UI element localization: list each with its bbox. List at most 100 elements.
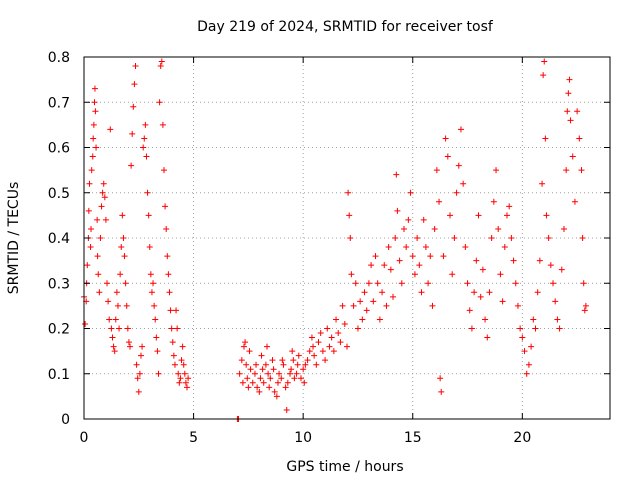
data-point (528, 343, 535, 350)
data-point (130, 103, 137, 110)
data-point (486, 289, 493, 296)
data-point (144, 189, 151, 196)
data-point (105, 298, 112, 305)
data-point (322, 357, 329, 364)
data-point (91, 99, 98, 106)
data-point (563, 167, 570, 174)
data-point (508, 235, 515, 241)
data-point (154, 348, 161, 355)
data-point (455, 162, 462, 169)
data-point (156, 99, 163, 106)
data-point (390, 293, 397, 300)
data-point (104, 280, 111, 287)
data-point (414, 235, 421, 241)
data-point (525, 361, 532, 368)
x-axis-label: GPS time / hours (286, 459, 403, 475)
y-tick-label: 0.3 (48, 276, 70, 292)
data-point (94, 216, 101, 223)
data-point (245, 384, 252, 391)
data-point (257, 375, 264, 382)
x-tick-label: 15 (404, 430, 422, 446)
y-tick-label: 0.6 (48, 141, 70, 157)
data-point (578, 167, 585, 174)
data-point (99, 189, 106, 196)
data-point (150, 280, 157, 287)
data-point (447, 212, 454, 219)
x-tick-label: 0 (80, 430, 89, 446)
data-point (462, 244, 469, 251)
data-point (139, 343, 146, 350)
data-point (302, 361, 309, 368)
data-point (171, 361, 178, 368)
data-point (242, 339, 249, 346)
data-point (488, 235, 495, 241)
data-point (471, 289, 478, 296)
data-point (89, 153, 96, 160)
data-point (132, 63, 139, 70)
data-point (574, 108, 581, 115)
data-point (387, 266, 394, 273)
data-point (545, 235, 552, 241)
data-point (111, 348, 118, 355)
data-point (113, 289, 120, 296)
data-point (301, 379, 308, 386)
data-point (501, 244, 508, 251)
data-point (112, 316, 119, 323)
data-point (122, 280, 129, 287)
y-tick-label: 0.1 (48, 367, 70, 383)
tick-labels: 0 5 10 15 20 0 0.1 0.2 0.3 0.4 0.5 0.6 0.7 0.8 (48, 50, 532, 446)
y-tick-label: 0.8 (48, 50, 70, 66)
data-point (345, 189, 352, 196)
data-point (416, 262, 423, 269)
data-point (514, 302, 521, 309)
data-point (354, 325, 361, 332)
data-point (539, 180, 546, 187)
data-point (558, 266, 565, 273)
data-point (479, 266, 486, 273)
chart-title: Day 219 of 2024, SRMTID for receiver tos… (197, 19, 494, 35)
data-point (407, 189, 414, 196)
data-point (177, 375, 184, 382)
data-point (566, 76, 573, 83)
data-point (372, 253, 379, 260)
data-point (100, 180, 107, 187)
data-point (108, 325, 115, 332)
data-point (284, 379, 291, 386)
data-point (106, 316, 113, 323)
data-point (169, 339, 176, 346)
data-point (339, 302, 346, 309)
data-point (260, 379, 267, 386)
data-point (238, 357, 245, 364)
data-point (88, 225, 95, 232)
data-point (124, 325, 131, 332)
data-point (344, 343, 350, 350)
data-point (107, 126, 114, 133)
data-point (418, 289, 425, 296)
data-point (385, 244, 392, 251)
data-point (564, 108, 571, 115)
data-point (482, 316, 489, 323)
data-point (394, 207, 401, 214)
data-point (85, 207, 92, 214)
data-point (449, 271, 456, 278)
data-point (182, 379, 189, 386)
data-point (379, 289, 386, 296)
data-point (280, 361, 287, 368)
data-point (265, 370, 272, 377)
data-point (258, 352, 265, 359)
data-point (87, 244, 94, 251)
data-point (473, 257, 480, 264)
data-point (96, 289, 103, 296)
data-point (128, 162, 135, 169)
y-tick-label: 0.5 (48, 186, 70, 202)
y-tick-label: 0 (61, 412, 70, 428)
data-point (288, 366, 295, 373)
data-point (92, 108, 99, 115)
data-point (253, 361, 260, 368)
data-point (420, 216, 427, 223)
data-point (147, 271, 154, 278)
data-point (98, 203, 105, 210)
data-point (409, 253, 416, 260)
data-point (357, 298, 364, 305)
data-point (411, 271, 418, 278)
